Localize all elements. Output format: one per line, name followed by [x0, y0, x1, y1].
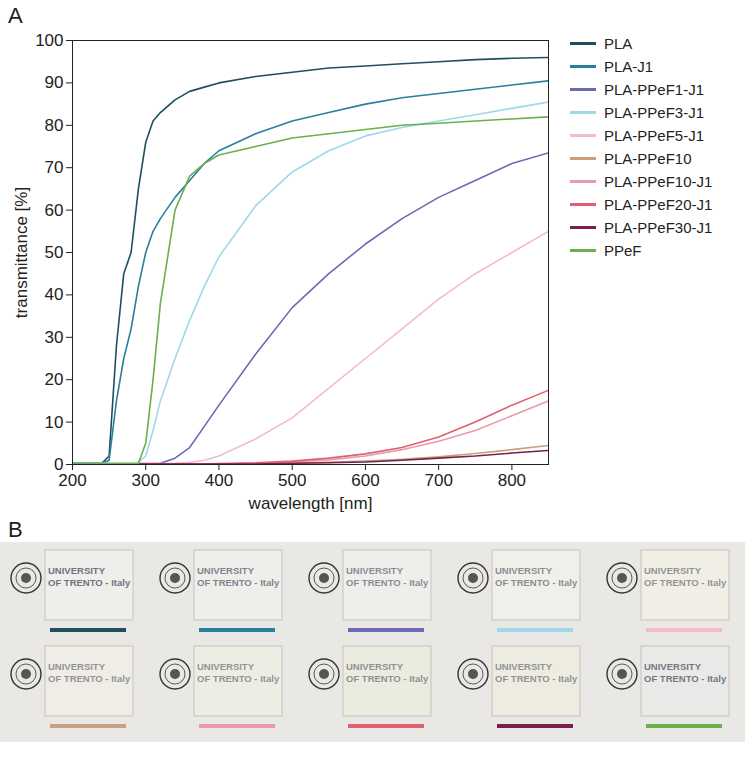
html-text:PLA-PPeF1-J1: PLA-PPeF1-J1	[604, 81, 704, 98]
svg-text:600: 600	[351, 471, 379, 490]
html-text:PLA: PLA	[604, 35, 633, 52]
svg-text:0: 0	[54, 454, 64, 474]
html-text:PLA-PPeF30-J1: PLA-PPeF30-J1	[604, 219, 713, 236]
svg-text:90: 90	[45, 73, 64, 92]
svg-text:80: 80	[45, 116, 64, 135]
html-text:PPeF: PPeF	[604, 242, 642, 259]
svg-text:50: 50	[45, 243, 64, 262]
html-text:PLA-PPeF3-J1: PLA-PPeF3-J1	[604, 104, 704, 121]
html-text:B: B	[8, 517, 23, 542]
html-text:A: A	[8, 3, 23, 28]
svg-text:800: 800	[498, 471, 526, 490]
svg-text:300: 300	[132, 471, 160, 490]
svg-text:500: 500	[278, 471, 306, 490]
svg-text:wavelength [nm]: wavelength [nm]	[248, 494, 373, 513]
svg-text:100: 100	[35, 31, 63, 50]
svg-text:700: 700	[424, 471, 452, 490]
svg-text:40: 40	[45, 285, 64, 304]
html-text:PLA-PPeF10-J1: PLA-PPeF10-J1	[604, 173, 713, 190]
html-text:PLA-PPeF20-J1: PLA-PPeF20-J1	[604, 196, 713, 213]
svg-text:400: 400	[205, 471, 233, 490]
html-text:PLA-J1: PLA-J1	[604, 58, 654, 75]
svg-text:transmittance [%]: transmittance [%]	[12, 187, 31, 318]
svg-text:60: 60	[45, 201, 64, 220]
html-text:PLA-PPeF5-J1: PLA-PPeF5-J1	[604, 127, 704, 144]
svg-text:30: 30	[45, 328, 64, 347]
html-text:PLA-PPeF10: PLA-PPeF10	[604, 150, 692, 167]
svg-text:70: 70	[45, 158, 64, 177]
svg-text:10: 10	[45, 413, 64, 432]
svg-text:20: 20	[45, 370, 64, 389]
svg-text:200: 200	[58, 471, 86, 490]
